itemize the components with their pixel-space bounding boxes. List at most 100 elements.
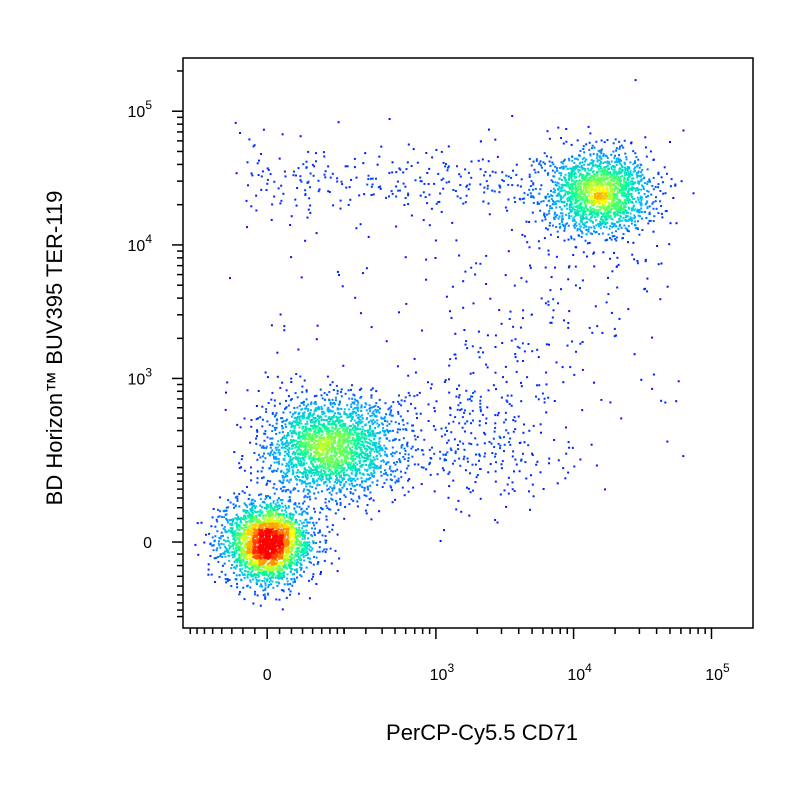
event-dot [344, 480, 347, 483]
event-dot [638, 201, 641, 204]
event-dot [307, 408, 309, 411]
event-dot [370, 460, 373, 463]
event-dot [483, 455, 486, 458]
event-dot [388, 467, 391, 470]
event-dot [366, 429, 369, 432]
event-dot [285, 389, 288, 392]
event-dot [317, 472, 320, 475]
event-dot [571, 172, 574, 175]
event-dot [483, 191, 486, 194]
event-dot [454, 332, 457, 335]
event-dot [640, 198, 643, 201]
event-dot [312, 463, 314, 466]
event-dot [551, 316, 554, 319]
event-dot [594, 231, 597, 234]
event-dot [313, 468, 316, 471]
event-dot [230, 585, 233, 587]
event-dot [274, 509, 277, 512]
event-dot [657, 186, 660, 189]
event-dot [286, 434, 288, 437]
event-dot [627, 206, 630, 209]
event-dot [422, 466, 425, 469]
event-dot [314, 402, 317, 405]
event-dot [434, 428, 437, 431]
event-dot [240, 521, 243, 524]
event-dot [560, 172, 563, 175]
event-dot [349, 480, 352, 482]
event-dot [614, 206, 617, 209]
event-dot [543, 397, 546, 400]
event-dot [299, 175, 302, 178]
event-dot [447, 472, 450, 475]
event-dot [278, 507, 281, 510]
event-dot [251, 569, 254, 572]
event-dot [507, 476, 510, 479]
event-dot [252, 578, 255, 581]
event-dot [360, 410, 363, 412]
event-dot [562, 165, 565, 168]
event-dot [275, 488, 278, 491]
event-dot [320, 419, 323, 421]
event-dot [232, 541, 235, 544]
event-dot [270, 218, 273, 221]
event-dot [554, 215, 557, 218]
event-dot [249, 509, 252, 512]
event-dot [497, 411, 500, 414]
event-dot [287, 455, 290, 458]
event-dot [627, 201, 630, 204]
event-dot [608, 211, 610, 214]
event-dot [371, 475, 374, 477]
event-dot [583, 199, 586, 202]
event-dot [570, 210, 573, 212]
event-dot [316, 562, 319, 565]
event-dot [360, 406, 363, 409]
event-dot [505, 429, 508, 432]
event-dot [587, 178, 590, 181]
event-dot [534, 220, 537, 223]
event-dot [307, 403, 309, 406]
event-dot [337, 412, 340, 415]
event-dot [427, 183, 430, 185]
event-dot [529, 185, 532, 187]
event-dot [353, 157, 356, 160]
event-dot [636, 187, 639, 190]
event-dot [376, 465, 379, 468]
event-dot [269, 579, 272, 582]
event-dot [565, 165, 568, 168]
event-dot [378, 449, 381, 452]
event-dot [428, 193, 431, 196]
event-dot [644, 258, 647, 261]
event-dot [311, 469, 314, 471]
event-dot [266, 436, 269, 439]
event-dot [233, 560, 236, 563]
event-dot [300, 566, 303, 569]
event-dot [572, 170, 575, 172]
event-dot [339, 199, 342, 202]
event-dot [371, 481, 374, 484]
event-dot [291, 473, 294, 476]
event-dot [305, 545, 307, 548]
event-dot [567, 192, 569, 195]
event-dot [353, 454, 356, 457]
event-dot [565, 452, 568, 455]
event-dot [357, 437, 360, 440]
event-dot [640, 201, 643, 204]
event-dot [408, 478, 411, 481]
event-dot [350, 456, 353, 459]
event-dot [570, 169, 573, 172]
event-dot [613, 223, 616, 226]
event-dot [416, 161, 419, 164]
event-dot [336, 464, 339, 467]
event-dot [309, 546, 312, 549]
event-dot [479, 262, 482, 265]
event-dot [579, 342, 582, 345]
event-dot [640, 204, 643, 207]
event-dot [577, 170, 580, 173]
event-dot [355, 472, 358, 475]
event-dot [400, 476, 403, 479]
event-dot [228, 544, 231, 547]
event-dot [330, 418, 333, 421]
event-dot [568, 216, 571, 219]
event-dot [376, 419, 379, 422]
event-dot [349, 492, 352, 495]
